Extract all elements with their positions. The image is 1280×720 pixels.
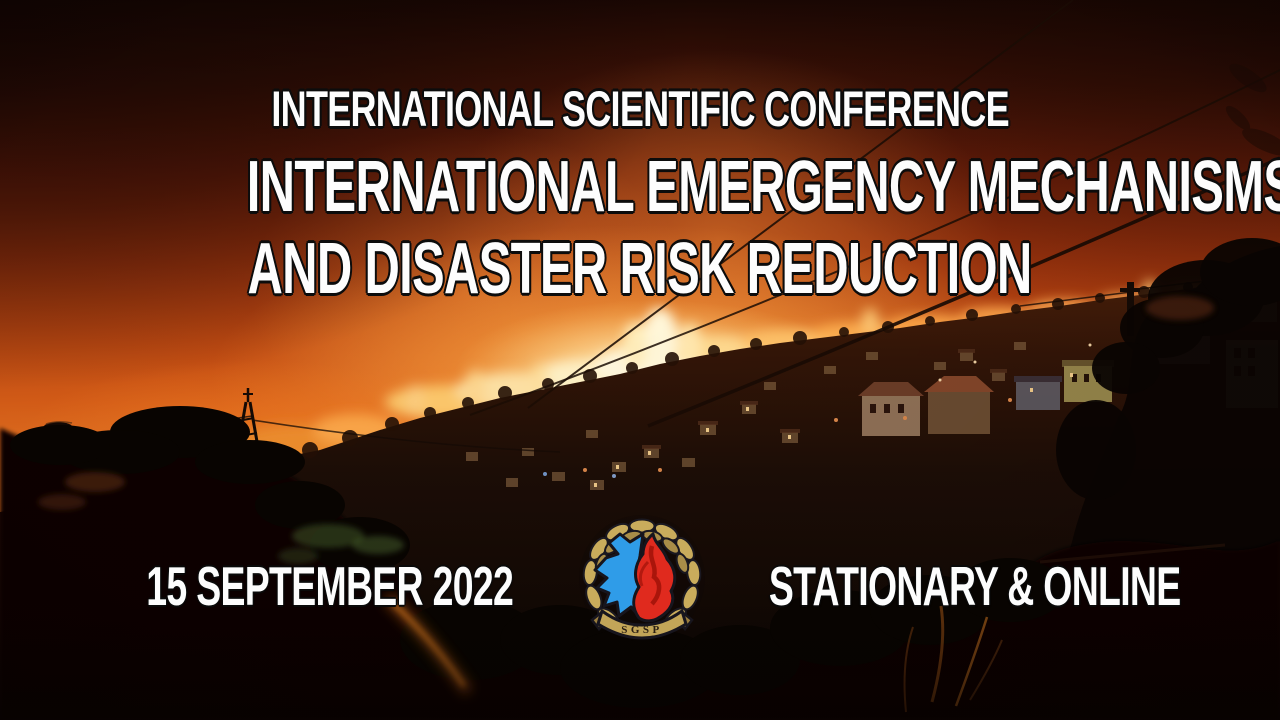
attendance-mode: STATIONARY & ONLINE (645, 559, 1280, 614)
conference-title-line1-text: INTERNATIONAL EMERGENCY MECHANISMS (246, 147, 1280, 227)
conference-date-text: 15 SEPTEMBER 2022 (146, 555, 514, 617)
ribbon-banner-icon: SGSP (590, 609, 694, 640)
conference-eyebrow-text: INTERNATIONAL SCIENTIFIC CONFERENCE (271, 81, 1009, 137)
conference-eyebrow: INTERNATIONAL SCIENTIFIC CONFERENCE (0, 84, 1280, 134)
sgsp-emblem-icon: SGSP (579, 515, 705, 641)
laurel-wreath-icon (582, 518, 702, 629)
conference-title-line1: INTERNATIONAL EMERGENCY MECHANISMS (0, 151, 1280, 223)
conference-title-line2-text: AND DISASTER RISK REDUCTION (247, 229, 1033, 309)
conference-title-line2: AND DISASTER RISK REDUCTION (0, 233, 1280, 305)
sgsp-emblem: SGSP (572, 514, 712, 654)
conference-date: 15 SEPTEMBER 2022 (0, 559, 660, 614)
sgsp-acronym: SGSP (621, 624, 663, 636)
attendance-mode-text: STATIONARY & ONLINE (769, 555, 1181, 617)
flame-icon (632, 532, 677, 623)
